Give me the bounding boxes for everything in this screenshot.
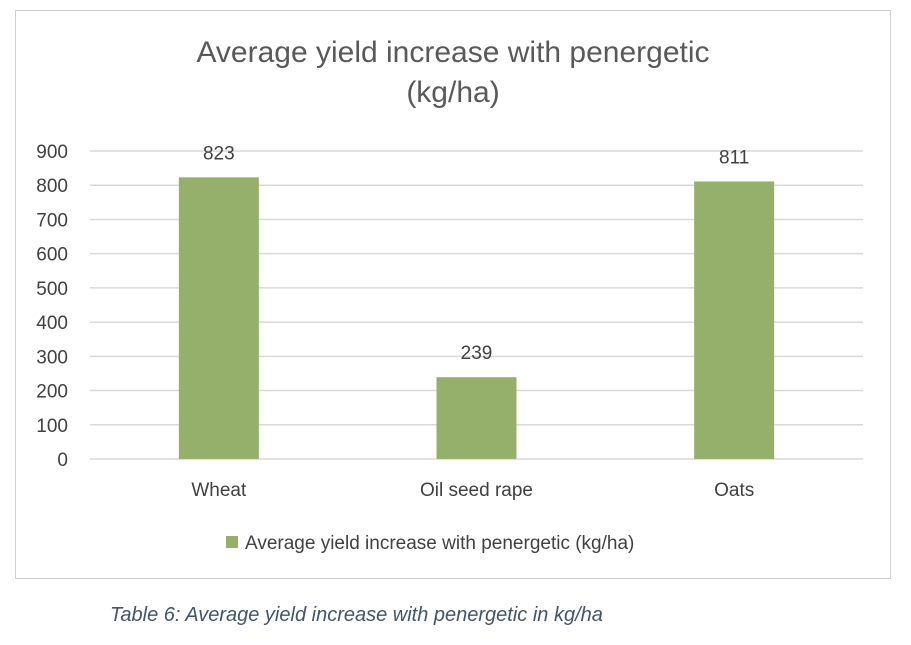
y-tick-label: 600 — [36, 245, 68, 266]
bar-oil-seed-rape — [436, 377, 517, 459]
data-label: 239 — [461, 343, 493, 364]
y-tick-label: 800 — [36, 176, 68, 197]
y-tick-label: 900 — [36, 142, 68, 163]
y-tick-label: 300 — [36, 347, 68, 368]
chart-frame — [15, 10, 891, 579]
data-label: 823 — [203, 143, 235, 164]
y-tick-label: 500 — [36, 279, 68, 300]
y-tick-label: 100 — [36, 416, 68, 437]
figure-caption: Table 6: Average yield increase with pen… — [110, 604, 603, 626]
legend-swatch — [226, 536, 238, 548]
bar-oats — [694, 181, 775, 460]
y-tick-label: 700 — [36, 210, 68, 231]
x-tick-label: Oats — [714, 480, 754, 501]
data-label: 811 — [719, 147, 749, 168]
legend-label: Average yield increase with penergetic (… — [245, 533, 634, 554]
chart-title: (kg/ha) — [406, 76, 499, 109]
y-tick-label: 0 — [57, 450, 68, 471]
x-tick-label: Oil seed rape — [420, 480, 533, 501]
y-tick-label: 200 — [36, 382, 68, 403]
y-tick-label: 400 — [36, 313, 68, 334]
bar-wheat — [178, 177, 259, 459]
chart-title: Average yield increase with penergetic — [196, 36, 709, 69]
x-tick-label: Wheat — [191, 480, 247, 501]
bar-chart: Average yield increase with penergetic (k… — [36, 36, 863, 554]
